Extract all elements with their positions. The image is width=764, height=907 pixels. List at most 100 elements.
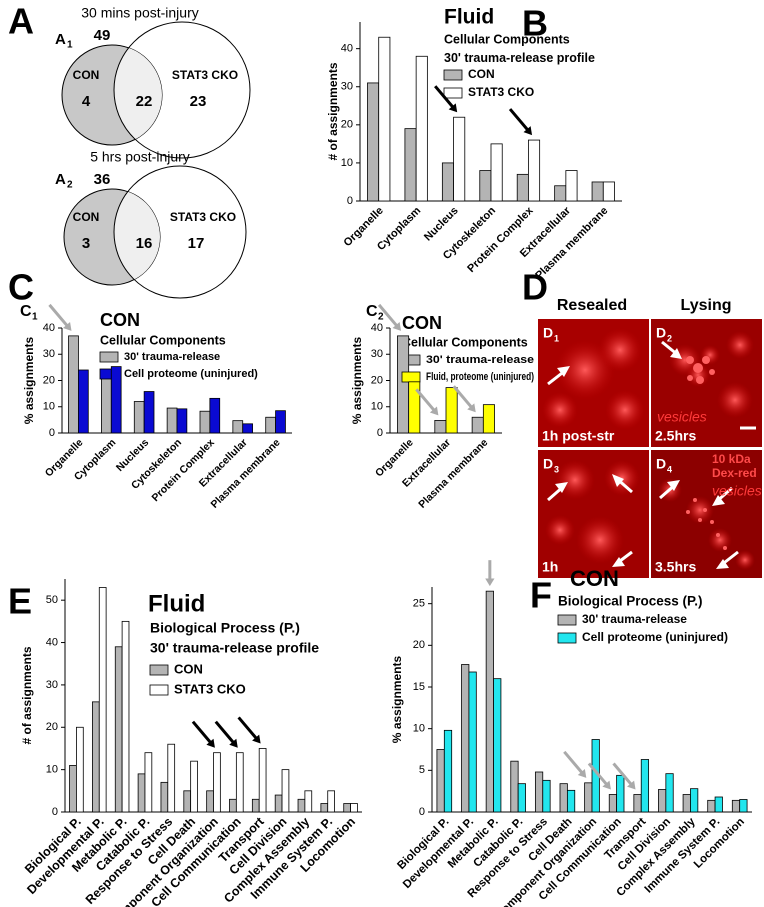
arrow [612, 762, 633, 786]
image-note: vesicles [712, 483, 762, 499]
bar [209, 397, 221, 434]
bar [731, 799, 741, 813]
panel-label-sub: 2 [378, 312, 384, 323]
legend-swatch [99, 351, 119, 363]
legend-swatch [401, 371, 421, 383]
image-id-sub: 1 [554, 333, 559, 343]
y-axis-label: # of assignments [20, 646, 34, 744]
y-tick-label: 10 [46, 764, 58, 776]
image-note: vesicles [657, 409, 707, 425]
bar [101, 373, 112, 434]
bar [167, 743, 176, 813]
bar [297, 798, 306, 813]
bar [404, 128, 417, 202]
bar [534, 771, 544, 813]
arrow-head [602, 780, 611, 790]
y-tick-label: 20 [43, 374, 55, 386]
legend-swatch [149, 664, 169, 676]
y-tick-label: 20 [413, 639, 425, 651]
y-tick-label: 20 [341, 119, 353, 131]
legend-swatch [149, 684, 169, 696]
image-marker: 10 kDa [712, 452, 751, 466]
image-id: D [656, 456, 666, 472]
bar [479, 170, 492, 202]
venn-label: STAT3 CKO [172, 68, 238, 82]
bar [559, 783, 568, 813]
image-caption: 1h [542, 559, 558, 575]
bar [304, 790, 313, 813]
bar [274, 794, 283, 813]
venn: A 2 5 hrs post-injury 36 CON 3 16 STAT3 … [55, 149, 247, 299]
y-tick-label: 30 [46, 679, 58, 691]
venn: A 1 30 mins post-injury 49 CON 4 22 STAT… [55, 5, 251, 159]
bar [265, 416, 276, 434]
bar [528, 139, 541, 202]
bar [493, 678, 502, 813]
arrow-head [229, 738, 238, 748]
arrow [415, 388, 436, 412]
bar [616, 774, 625, 813]
panel-label: D [522, 267, 548, 308]
arrow [214, 720, 236, 745]
y-tick-label: 0 [49, 427, 55, 439]
bar [434, 419, 447, 434]
chart-title: CON [100, 310, 140, 330]
bar [542, 779, 551, 813]
image-id: D [543, 456, 553, 472]
bar [78, 369, 89, 434]
arrow-head [429, 406, 439, 416]
legend-swatch [443, 87, 463, 99]
arrow-head [577, 768, 587, 778]
bar [176, 408, 188, 434]
chart-subtitle: Biological Process (P.) [558, 594, 703, 609]
image-caption: 1h post-str [542, 428, 615, 444]
y-tick-label: 10 [43, 401, 55, 413]
bar [235, 752, 244, 813]
bar [68, 335, 79, 434]
bar [682, 794, 691, 813]
x-tick-label: Plasma membrane [533, 205, 610, 282]
bar [445, 387, 458, 434]
chart-subtitle: Cellular Components [100, 333, 226, 347]
bar [121, 620, 130, 813]
arrow-head [252, 734, 261, 744]
bar [441, 162, 454, 202]
bar [137, 773, 146, 813]
x-tick-label: Nucleus [422, 205, 461, 244]
venn-id-sub: 1 [67, 40, 73, 51]
venn-label: STAT3 CKO [170, 210, 236, 224]
bar [144, 752, 153, 813]
legend-label: CON [468, 67, 495, 81]
arrow [452, 385, 474, 409]
y-tick-label: 0 [347, 195, 353, 207]
legend-label: STAT3 CKO [468, 85, 534, 99]
venn-circle [113, 21, 251, 159]
chart-subtitle: Cellular Components [444, 32, 570, 46]
y-tick-label: 30 [43, 348, 55, 360]
arrow-head [206, 738, 215, 748]
bar [275, 410, 286, 434]
arrow-head [62, 321, 72, 331]
bar [453, 116, 466, 202]
y-tick-label: 25 [413, 598, 425, 610]
bar [640, 759, 650, 813]
chart-subtitle: 30' trauma-release profile [444, 51, 595, 65]
venn-label: CON [73, 210, 100, 224]
chart-subtitle: Cellular Components [402, 335, 528, 349]
bar [320, 803, 329, 813]
y-tick-label: 10 [341, 157, 353, 169]
panel-label: C [20, 303, 32, 320]
y-tick-label: 5 [419, 764, 425, 776]
y-axis-label: % assignments [22, 336, 36, 424]
x-tick-label: Protein Complex [465, 204, 536, 275]
panel-label-sub: 1 [32, 312, 38, 323]
legend-swatch [557, 614, 577, 626]
y-axis-label: % assignments [390, 655, 404, 743]
bar [327, 790, 335, 813]
venn-label: CON [73, 68, 100, 82]
arrow-head [467, 403, 476, 413]
legend-label: Fluid, proteome (uninjured) [426, 371, 534, 383]
image-id: D [656, 325, 666, 341]
venn-count: 22 [136, 93, 153, 110]
venn-total: 49 [94, 27, 111, 44]
